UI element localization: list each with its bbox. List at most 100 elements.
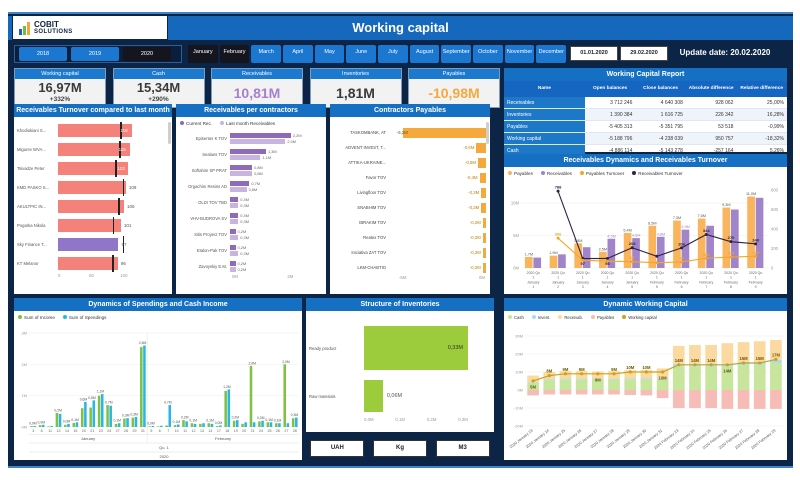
spendings-column[interactable]	[244, 422, 247, 427]
spendings-column[interactable]	[160, 425, 163, 427]
payables-column[interactable]	[623, 232, 632, 268]
year-button-2018[interactable]: 2018	[19, 47, 67, 61]
inventory-row-ready-product[interactable]: Ready product 0,33M	[306, 321, 494, 375]
turnover-row-kmd-pasko-s[interactable]: KMD PASKO S... 109	[14, 178, 172, 197]
working-capital-point[interactable]	[563, 372, 568, 376]
spendings-column[interactable]	[92, 400, 96, 427]
turnover-row-pogarka-nikola[interactable]: Pogarka Nikola 101	[14, 216, 172, 235]
income-column[interactable]	[97, 395, 101, 427]
working-capital-point[interactable]	[531, 379, 535, 383]
receivables-bar[interactable]	[230, 234, 239, 240]
payables-column[interactable]	[599, 251, 607, 268]
payables-segment[interactable]	[592, 390, 604, 395]
spendings-column[interactable]	[235, 420, 239, 427]
working-capital-point[interactable]	[741, 361, 746, 365]
spendings-column[interactable]	[269, 422, 273, 427]
year-button-2019[interactable]: 2019	[71, 47, 119, 61]
income-column[interactable]	[38, 425, 42, 427]
cash-segment[interactable]	[592, 379, 604, 390]
payables-turnover-point[interactable]	[655, 261, 659, 265]
payables-row-snabhim-tov[interactable]: SNABHIM TOV -0,3M	[330, 200, 490, 215]
working-capital-point[interactable]	[596, 372, 600, 376]
income-column[interactable]	[241, 423, 244, 427]
spendings-column[interactable]	[126, 418, 129, 427]
income-column[interactable]	[207, 423, 211, 427]
payables-segment[interactable]	[721, 390, 734, 409]
payables-row-favor-tov[interactable]: Favor TOV -0,4M	[330, 170, 490, 185]
receivables-bar[interactable]	[230, 180, 250, 186]
cash-segment[interactable]	[559, 379, 572, 390]
spendings-column[interactable]	[50, 426, 53, 427]
turnover-row-khodiukiani-s[interactable]: Khodiukiani S... 118	[14, 121, 172, 140]
cash-segment[interactable]	[624, 379, 637, 390]
payables-bar[interactable]	[479, 172, 486, 183]
receivables-segment[interactable]	[753, 341, 766, 362]
income-column[interactable]	[123, 418, 126, 427]
receivables-turnover-point[interactable]	[680, 246, 684, 250]
working-capital-point[interactable]	[758, 361, 762, 365]
payables-column[interactable]	[697, 218, 706, 268]
income-column[interactable]	[148, 426, 152, 427]
spendings-column[interactable]	[210, 423, 214, 427]
turnover-row-migurev-wva[interactable]: Migurev WVA... 115	[14, 140, 172, 159]
receivables-bar[interactable]	[230, 244, 236, 250]
payables-turnover-point[interactable]	[605, 259, 609, 263]
receivables-column[interactable]	[582, 247, 591, 268]
date-to-input[interactable]: 29.02.2020	[620, 46, 668, 61]
income-column[interactable]	[224, 390, 227, 427]
turnover-bar[interactable]	[58, 181, 126, 194]
month-button-november[interactable]: November	[504, 45, 535, 63]
receivables-bar[interactable]	[230, 260, 236, 266]
date-from-input[interactable]: 01.01.2020	[570, 46, 618, 61]
payables-turnover-point[interactable]	[729, 255, 733, 259]
payables-column[interactable]	[524, 256, 533, 268]
payables-row-advent-invest-t[interactable]: ADVENT INVEST, T... -0,6M	[330, 140, 490, 155]
payables-turnover-point[interactable]	[754, 254, 758, 258]
working-capital-point[interactable]	[693, 363, 697, 367]
scrollbar[interactable]	[168, 122, 171, 144]
payables-segment[interactable]	[640, 390, 653, 396]
receivables-column[interactable]	[632, 238, 640, 268]
payables-column[interactable]	[747, 196, 755, 269]
month-button-september[interactable]: September	[441, 45, 472, 63]
payables-turnover-point[interactable]	[556, 236, 560, 240]
spendings-column[interactable]	[286, 423, 290, 427]
receivables-segment[interactable]	[689, 345, 701, 364]
scrollbar[interactable]	[486, 122, 489, 144]
payables-segment[interactable]	[689, 390, 701, 408]
cash-segment[interactable]	[737, 364, 750, 390]
payables-row-attika-ukraine[interactable]: ATTIKA-UKRAINE... -0,5M	[330, 155, 490, 170]
receivables-bar[interactable]	[230, 218, 239, 224]
payables-column[interactable]	[722, 207, 731, 268]
inventories-segment[interactable]	[575, 378, 588, 380]
receivables-bar[interactable]	[230, 250, 239, 256]
spendings-column[interactable]	[143, 345, 146, 427]
receivables-bar[interactable]	[230, 228, 236, 234]
payables-bar[interactable]	[482, 247, 486, 258]
spendings-column[interactable]	[151, 426, 155, 427]
spendings-column[interactable]	[84, 401, 87, 427]
payables-segment[interactable]	[527, 390, 539, 396]
receivables-column[interactable]	[706, 225, 714, 268]
contractor-row-oldi-tov-tbd[interactable]: OLDI TOV TBD 0,3M 0,3M	[176, 194, 326, 210]
income-column[interactable]	[249, 365, 253, 427]
receivables-segment[interactable]	[737, 342, 750, 362]
cash-segment[interactable]	[543, 380, 556, 390]
receivables-bar[interactable]	[230, 148, 266, 154]
working-capital-point[interactable]	[644, 370, 649, 374]
payables-segment[interactable]	[656, 390, 669, 399]
spendings-column[interactable]	[67, 423, 70, 427]
inventories-segment[interactable]	[770, 359, 782, 363]
payables-segment[interactable]	[608, 390, 620, 395]
payables-segment[interactable]	[672, 390, 685, 408]
working-capital-point[interactable]	[580, 372, 584, 376]
receivables-column[interactable]	[558, 254, 566, 268]
receivables-column[interactable]	[656, 236, 665, 268]
payables-segment[interactable]	[753, 390, 766, 409]
receivables-segment[interactable]	[705, 345, 717, 364]
payables-segment[interactable]	[543, 390, 556, 395]
inventory-row-raw-materials[interactable]: Raw materials 0,06M	[306, 375, 494, 417]
receivables-bar[interactable]	[230, 212, 239, 218]
receivables-segment[interactable]	[721, 343, 734, 364]
turnover-bar[interactable]	[58, 124, 132, 137]
